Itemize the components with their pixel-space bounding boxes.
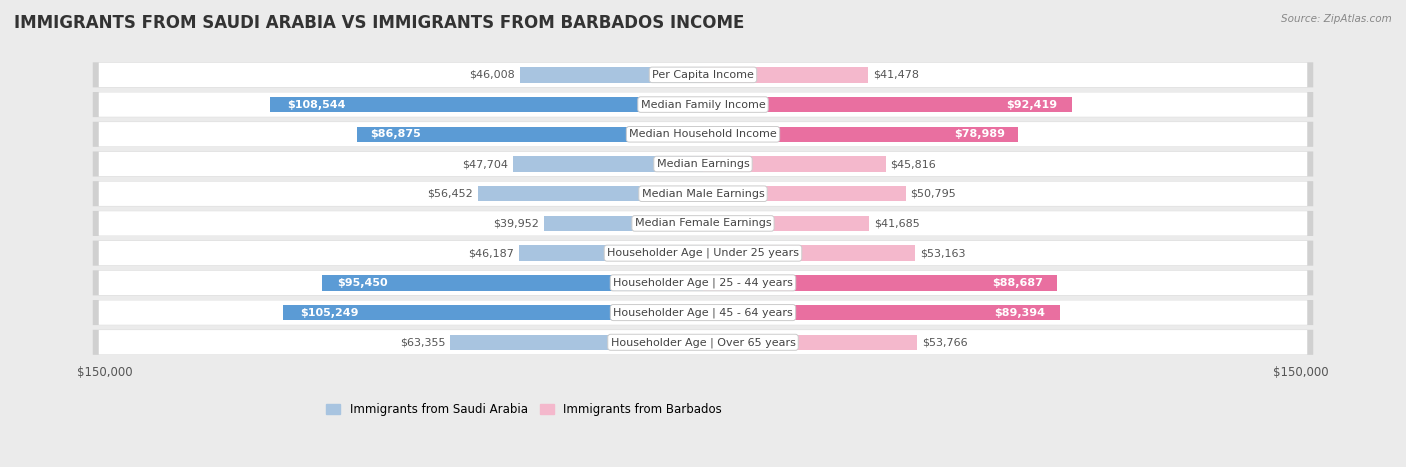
Text: $63,355: $63,355 xyxy=(401,337,446,347)
Text: $46,187: $46,187 xyxy=(468,248,515,258)
Text: $53,766: $53,766 xyxy=(922,337,967,347)
Legend: Immigrants from Saudi Arabia, Immigrants from Barbados: Immigrants from Saudi Arabia, Immigrants… xyxy=(322,398,727,421)
Text: $56,452: $56,452 xyxy=(427,189,472,199)
Text: Per Capita Income: Per Capita Income xyxy=(652,70,754,80)
Bar xyxy=(703,275,1057,290)
Text: $53,163: $53,163 xyxy=(920,248,966,258)
Text: Median Earnings: Median Earnings xyxy=(657,159,749,169)
Text: $105,249: $105,249 xyxy=(299,308,359,318)
Bar xyxy=(322,275,703,290)
FancyBboxPatch shape xyxy=(98,300,1308,325)
FancyBboxPatch shape xyxy=(98,92,1308,117)
Text: $78,989: $78,989 xyxy=(955,129,1005,139)
Text: $50,795: $50,795 xyxy=(910,189,956,199)
Text: Householder Age | Over 65 years: Householder Age | Over 65 years xyxy=(610,337,796,347)
FancyBboxPatch shape xyxy=(98,241,1308,265)
FancyBboxPatch shape xyxy=(93,300,1313,325)
FancyBboxPatch shape xyxy=(98,270,1308,295)
Text: Median Female Earnings: Median Female Earnings xyxy=(634,219,772,228)
Bar xyxy=(703,246,915,261)
Bar xyxy=(478,186,703,201)
FancyBboxPatch shape xyxy=(93,122,1313,147)
FancyBboxPatch shape xyxy=(98,63,1308,87)
Text: Median Family Income: Median Family Income xyxy=(641,99,765,110)
FancyBboxPatch shape xyxy=(98,152,1308,176)
FancyBboxPatch shape xyxy=(98,182,1308,206)
Bar xyxy=(703,97,1071,112)
FancyBboxPatch shape xyxy=(98,122,1308,147)
FancyBboxPatch shape xyxy=(98,211,1308,236)
Text: $92,419: $92,419 xyxy=(1005,99,1057,110)
Text: IMMIGRANTS FROM SAUDI ARABIA VS IMMIGRANTS FROM BARBADOS INCOME: IMMIGRANTS FROM SAUDI ARABIA VS IMMIGRAN… xyxy=(14,14,744,32)
FancyBboxPatch shape xyxy=(93,241,1313,266)
Text: Median Male Earnings: Median Male Earnings xyxy=(641,189,765,199)
Text: $88,687: $88,687 xyxy=(991,278,1043,288)
Text: $108,544: $108,544 xyxy=(287,99,346,110)
Bar xyxy=(703,156,886,172)
Bar xyxy=(703,305,1060,320)
FancyBboxPatch shape xyxy=(93,92,1313,117)
Bar xyxy=(450,334,703,350)
Bar xyxy=(513,156,703,172)
Bar xyxy=(703,127,1018,142)
Text: Householder Age | Under 25 years: Householder Age | Under 25 years xyxy=(607,248,799,258)
FancyBboxPatch shape xyxy=(93,270,1313,296)
FancyBboxPatch shape xyxy=(93,211,1313,236)
FancyBboxPatch shape xyxy=(93,151,1313,177)
Bar xyxy=(703,334,918,350)
Text: $47,704: $47,704 xyxy=(463,159,508,169)
Text: $95,450: $95,450 xyxy=(337,278,388,288)
Bar xyxy=(544,216,703,231)
Bar xyxy=(357,127,703,142)
Bar xyxy=(270,97,703,112)
Text: $45,816: $45,816 xyxy=(890,159,936,169)
Text: $41,685: $41,685 xyxy=(875,219,920,228)
FancyBboxPatch shape xyxy=(93,62,1313,87)
Text: Householder Age | 25 - 44 years: Householder Age | 25 - 44 years xyxy=(613,277,793,288)
Bar xyxy=(283,305,703,320)
Text: $89,394: $89,394 xyxy=(994,308,1045,318)
Bar xyxy=(519,246,703,261)
Text: $41,478: $41,478 xyxy=(873,70,920,80)
Text: $86,875: $86,875 xyxy=(370,129,422,139)
Text: Source: ZipAtlas.com: Source: ZipAtlas.com xyxy=(1281,14,1392,24)
FancyBboxPatch shape xyxy=(98,330,1308,354)
Bar xyxy=(703,216,869,231)
Text: $39,952: $39,952 xyxy=(494,219,538,228)
Bar xyxy=(519,67,703,83)
Bar xyxy=(703,67,869,83)
FancyBboxPatch shape xyxy=(93,330,1313,355)
Bar xyxy=(703,186,905,201)
Text: Householder Age | 45 - 64 years: Householder Age | 45 - 64 years xyxy=(613,307,793,318)
Text: Median Household Income: Median Household Income xyxy=(628,129,778,139)
FancyBboxPatch shape xyxy=(93,181,1313,206)
Text: $46,008: $46,008 xyxy=(470,70,515,80)
